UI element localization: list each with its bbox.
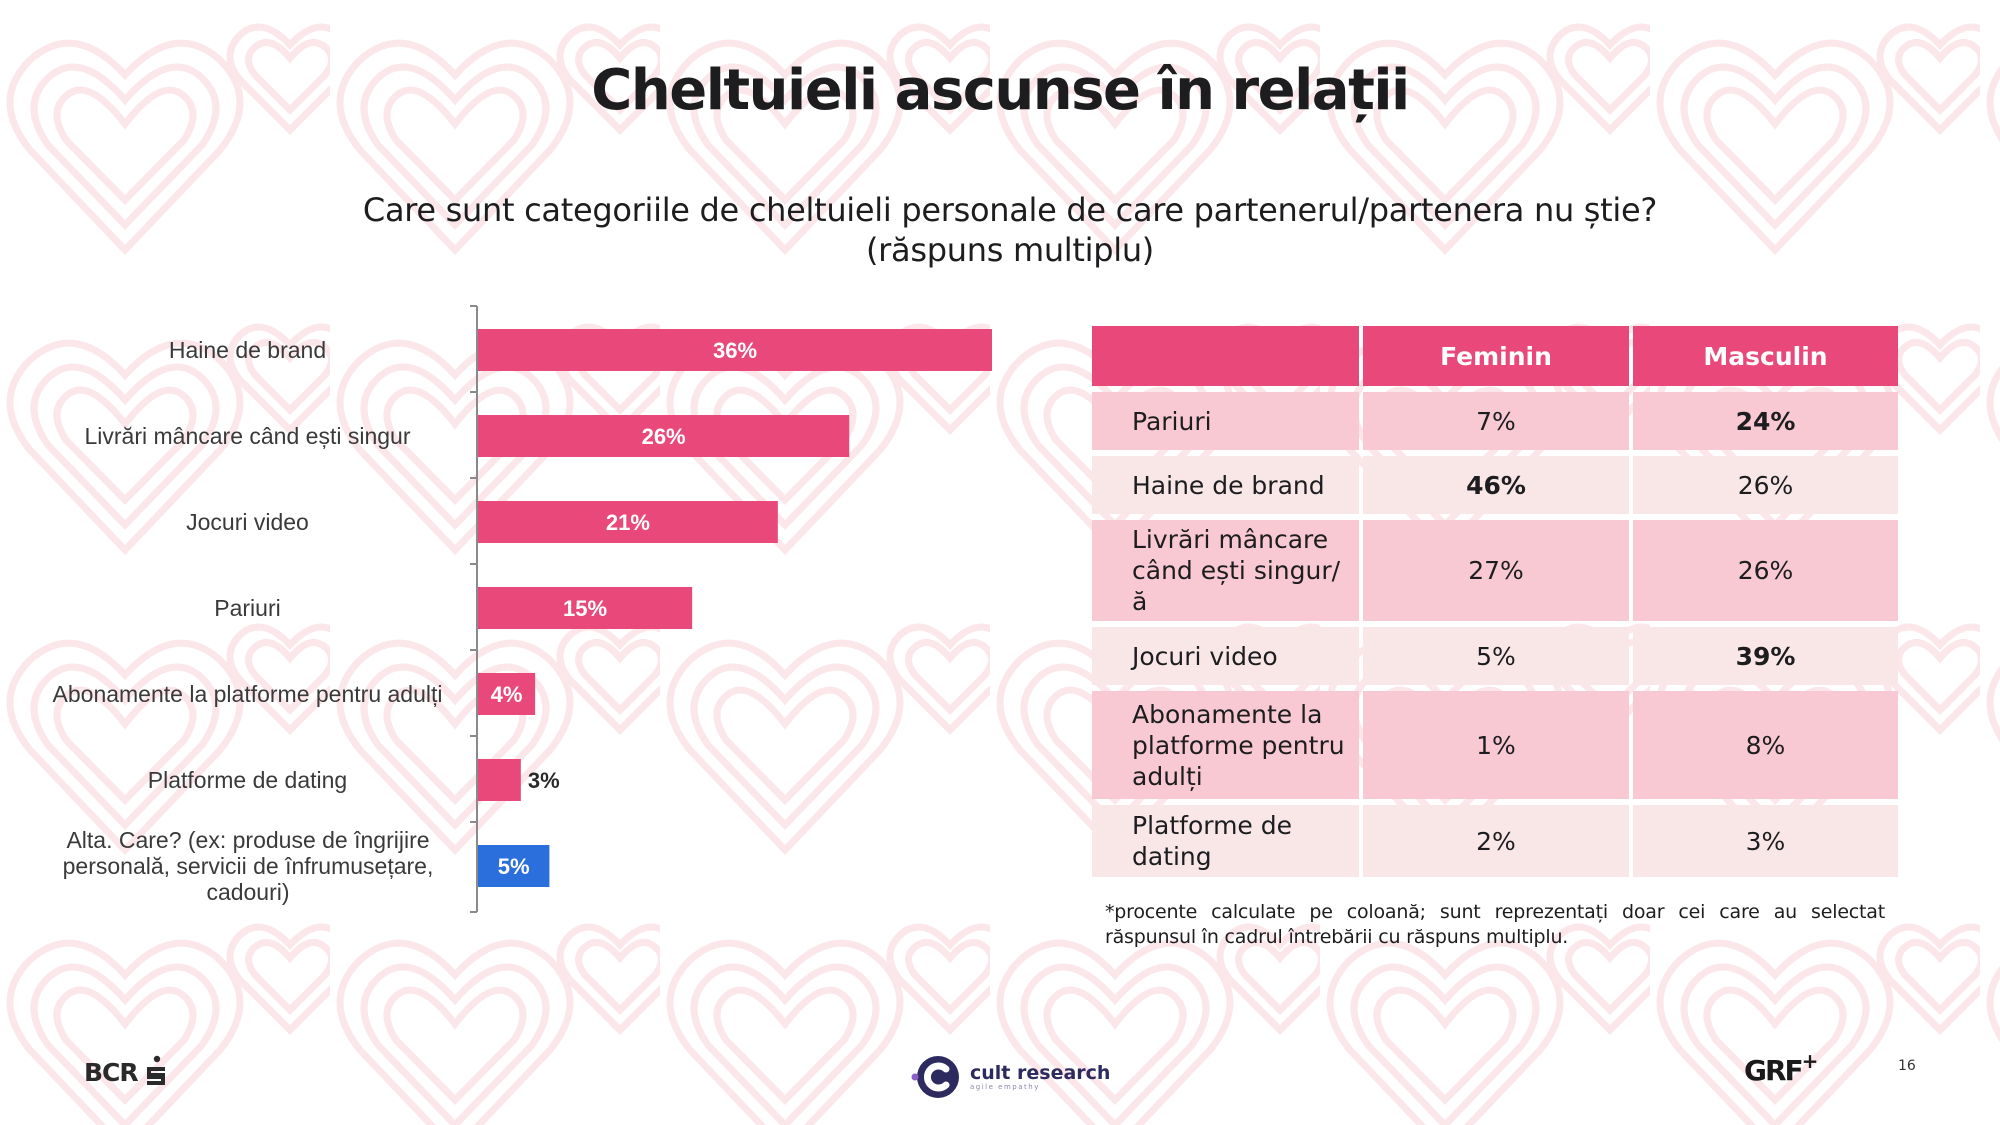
cell-feminin: 27% — [1363, 520, 1629, 621]
bar-value-label: 3% — [528, 768, 560, 793]
row-label: Haine de brand — [1092, 456, 1359, 514]
cell-feminin: 5% — [1363, 627, 1629, 685]
row-label: Abonamente la platforme pentru adulți — [1092, 691, 1359, 799]
question-note: (răspuns multiplu) — [866, 231, 1154, 269]
question-line: Care sunt categoriile de cheltuieli pers… — [362, 191, 1658, 229]
table-row: Livrări mâncare când ești singur/ă 27% 26% — [1092, 520, 1898, 621]
bar — [478, 759, 521, 801]
footnote: *procente calculate pe coloană; sunt rep… — [1105, 901, 1885, 948]
table-row: Abonamente la platforme pentru adulți 1% 8… — [1092, 691, 1898, 799]
cult-research-logo: cult research agile empathy — [910, 1052, 1110, 1102]
bar-chart: 36% 26% 21% 15% 4% 3% 5% Haine de brand Livrări… — [52, 305, 992, 913]
data-table: Feminin Masculin Pariuri 7% 24% Haine de br… — [1088, 320, 1902, 883]
header-feminin: Feminin — [1363, 326, 1629, 386]
header-empty — [1092, 326, 1359, 386]
bar-value-label: 15% — [563, 596, 607, 621]
erste-s-icon — [146, 1055, 165, 1085]
category-label: Haine de brand — [168, 337, 327, 363]
cell-feminin: 46% — [1363, 456, 1629, 514]
bar — [478, 329, 992, 371]
bar — [478, 415, 850, 457]
bar — [478, 845, 550, 887]
bar-value-label: 36% — [713, 338, 757, 363]
bar-chart-svg: 36% 26% 21% 15% 4% 3% 5% — [470, 305, 992, 913]
page-number: 16 — [1898, 1058, 1916, 1074]
cult-research-name: cult research — [970, 1061, 1111, 1084]
cell-masculin: 8% — [1633, 691, 1898, 799]
cell-feminin: 2% — [1363, 805, 1629, 877]
cell-masculin: 26% — [1633, 456, 1898, 514]
table-row: Pariuri 7% 24% — [1092, 392, 1898, 450]
cell-masculin: 24% — [1633, 392, 1898, 450]
category-label: Abonamente la platforme pentru adulți — [52, 681, 443, 707]
category-label: Platforme de dating — [147, 767, 348, 793]
category-label: Livrări mâncare când ești singur — [84, 423, 411, 449]
row-label: Platforme de dating — [1092, 805, 1359, 877]
cell-masculin: 26% — [1633, 520, 1898, 621]
table-row: Haine de brand 46% 26% — [1092, 456, 1898, 514]
grf-plus-icon: + — [1801, 1049, 1819, 1073]
grf-logo: GRF+ — [1744, 1049, 1818, 1087]
slide-title: Cheltuieli ascunse în relații — [591, 58, 1410, 123]
chart-question: Care sunt categoriile de cheltuieli pers… — [300, 190, 1720, 270]
bcr-logo: BCR — [84, 1052, 169, 1092]
row-label: Livrări mâncare când ești singur/ă — [1092, 520, 1359, 621]
header-masculin: Masculin — [1633, 326, 1898, 386]
cell-masculin: 3% — [1633, 805, 1898, 877]
row-label: Jocuri video — [1092, 627, 1359, 685]
cell-feminin: 7% — [1363, 392, 1629, 450]
row-label: Pariuri — [1092, 392, 1359, 450]
bar-value-label: 4% — [491, 682, 523, 707]
bar-value-label: 21% — [606, 510, 650, 535]
cult-research-tagline: agile empathy — [970, 1082, 1040, 1091]
table-header-row: Feminin Masculin — [1092, 326, 1898, 386]
bar — [478, 673, 536, 715]
bar-value-label: 5% — [498, 854, 530, 879]
category-label: Alta. Care? (ex: produse de îngrijire pe… — [62, 827, 434, 905]
table-row: Jocuri video 5% 39% — [1092, 627, 1898, 685]
bar — [478, 501, 778, 543]
cell-feminin: 1% — [1363, 691, 1629, 799]
cell-masculin: 39% — [1633, 627, 1898, 685]
cult-research-icon — [911, 1056, 959, 1098]
bar — [478, 587, 693, 629]
gender-breakdown-table: Feminin Masculin Pariuri 7% 24% Haine de br… — [1092, 326, 1898, 877]
table-row: Platforme de dating 2% 3% — [1092, 805, 1898, 877]
bcr-logo-text: BCR — [84, 1057, 139, 1087]
category-label: Jocuri video — [186, 509, 309, 535]
bar-value-label: 26% — [642, 424, 686, 449]
category-label: Pariuri — [214, 595, 281, 621]
grf-logo-text: GRF — [1744, 1054, 1804, 1087]
